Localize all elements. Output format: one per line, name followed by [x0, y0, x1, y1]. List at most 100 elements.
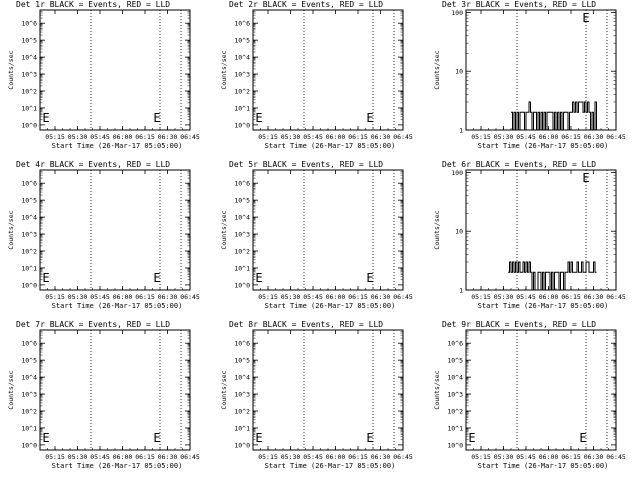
- y-axis-label: Counts/sec: [7, 210, 15, 249]
- x-tick-label: 05:30: [494, 453, 514, 461]
- y-tick-label: 10: [455, 68, 463, 76]
- y-tick-label: 10^0: [234, 121, 250, 129]
- x-tick-label: 05:45: [90, 293, 110, 301]
- x-tick-label: 05:30: [68, 133, 88, 141]
- y-tick-label: 10^0: [21, 441, 37, 449]
- x-tick-label: 05:15: [471, 453, 491, 461]
- plot-frame: [252, 169, 404, 291]
- event-marker: E: [366, 431, 373, 445]
- x-tick-label: 05:30: [494, 293, 514, 301]
- x-tick-label: 06:30: [584, 293, 604, 301]
- y-tick-label: 10^5: [21, 357, 37, 365]
- event-marker: E: [582, 11, 589, 25]
- x-tick-label: 06:30: [584, 133, 604, 141]
- y-tick-label: 10^6: [447, 340, 463, 348]
- y-tick-label: 10^0: [21, 281, 37, 289]
- event-marker: E: [42, 111, 49, 125]
- x-tick-label: 05:45: [90, 133, 110, 141]
- x-tick-label: 05:15: [45, 453, 65, 461]
- y-tick-label: 1: [459, 287, 463, 295]
- event-marker: E: [366, 111, 373, 125]
- x-tick-label: 05:45: [516, 293, 536, 301]
- x-tick-label: 06:15: [348, 453, 368, 461]
- panel-det-6: Det 6r BLACK = Events, RED = LLD Counts/s…: [433, 160, 626, 310]
- x-tick-label: 06:30: [158, 453, 178, 461]
- y-tick-label: 10^2: [234, 87, 250, 95]
- y-tick-label: 10^3: [234, 231, 250, 239]
- y-tick-label: 10^5: [447, 357, 463, 365]
- event-marker: E: [366, 271, 373, 285]
- y-tick-label: 10^6: [21, 180, 37, 188]
- x-tick-label: 05:15: [45, 293, 65, 301]
- x-tick-label: 06:45: [606, 133, 626, 141]
- x-axis-label: Start Time (26-Mar-17 05:05:00): [265, 142, 396, 150]
- x-tick-label: 06:30: [158, 293, 178, 301]
- panel-det-8: Det 8r BLACK = Events, RED = LLD Counts/s…: [220, 320, 413, 470]
- event-marker: E: [468, 431, 475, 445]
- x-tick-label: 05:30: [68, 453, 88, 461]
- x-axis-label: Start Time (26-Mar-17 05:05:00): [478, 462, 609, 470]
- y-tick-label: 10^6: [21, 20, 37, 28]
- y-tick-label: 10^0: [234, 281, 250, 289]
- panel-det-1: Det 1r BLACK = Events, RED = LLD Counts/s…: [7, 0, 200, 150]
- x-axis-label: Start Time (26-Mar-17 05:05:00): [52, 462, 183, 470]
- x-tick-label: 05:45: [303, 293, 323, 301]
- x-tick-label: 06:45: [393, 453, 413, 461]
- panel-title: Det 1r BLACK = Events, RED = LLD: [16, 0, 170, 9]
- x-tick-label: 06:15: [135, 293, 155, 301]
- event-marker: E: [255, 431, 262, 445]
- x-tick-label: 05:15: [258, 133, 278, 141]
- x-tick-label: 05:30: [281, 133, 301, 141]
- y-tick-label: 10^0: [447, 441, 463, 449]
- x-tick-label: 06:15: [348, 293, 368, 301]
- y-tick-label: 100: [451, 9, 463, 17]
- event-marker: E: [42, 271, 49, 285]
- y-tick-label: 10^2: [21, 247, 37, 255]
- y-tick-label: 10^3: [21, 71, 37, 79]
- panel-title: Det 4r BLACK = Events, RED = LLD: [16, 160, 170, 169]
- y-tick-label: 10^4: [21, 54, 37, 62]
- x-axis-label: Start Time (26-Mar-17 05:05:00): [478, 302, 609, 310]
- x-tick-label: 06:45: [393, 293, 413, 301]
- plot-frame: [252, 329, 404, 451]
- x-tick-label: 05:30: [281, 293, 301, 301]
- x-tick-label: 06:15: [135, 453, 155, 461]
- y-tick-label: 10: [455, 228, 463, 236]
- event-marker: E: [153, 111, 160, 125]
- x-tick-label: 05:45: [90, 453, 110, 461]
- x-axis-label: Start Time (26-Mar-17 05:05:00): [52, 302, 183, 310]
- y-tick-label: 10^1: [21, 264, 37, 272]
- y-tick-label: 10^4: [234, 214, 250, 222]
- x-tick-label: 06:45: [393, 133, 413, 141]
- x-tick-label: 06:00: [539, 453, 559, 461]
- y-tick-label: 10^5: [21, 37, 37, 45]
- y-tick-label: 100: [451, 169, 463, 177]
- x-tick-label: 06:45: [606, 453, 626, 461]
- y-tick-label: 10^5: [234, 37, 250, 45]
- plot-frame: [39, 9, 191, 131]
- x-tick-label: 06:00: [539, 293, 559, 301]
- x-tick-label: 06:00: [326, 133, 346, 141]
- x-tick-label: 06:45: [180, 293, 200, 301]
- x-tick-label: 06:45: [606, 293, 626, 301]
- panel-det-9: Det 9r BLACK = Events, RED = LLD Counts/s…: [433, 320, 626, 470]
- y-axis-label: Counts/sec: [433, 50, 441, 89]
- y-tick-label: 10^6: [234, 20, 250, 28]
- x-tick-label: 06:00: [113, 133, 133, 141]
- y-axis-label: Counts/sec: [220, 50, 228, 89]
- panel-title: Det 9r BLACK = Events, RED = LLD: [442, 320, 596, 329]
- y-tick-label: 10^3: [447, 391, 463, 399]
- plot-frame: [39, 169, 191, 291]
- y-tick-label: 10^3: [234, 391, 250, 399]
- x-tick-label: 06:30: [371, 453, 391, 461]
- event-marker: E: [255, 111, 262, 125]
- y-tick-label: 10^4: [21, 374, 37, 382]
- x-tick-label: 05:30: [494, 133, 514, 141]
- x-tick-label: 06:45: [180, 133, 200, 141]
- y-tick-label: 10^4: [234, 54, 250, 62]
- x-tick-label: 05:15: [471, 133, 491, 141]
- x-tick-label: 06:00: [539, 133, 559, 141]
- series-line: [511, 101, 603, 131]
- y-tick-label: 10^2: [447, 407, 463, 415]
